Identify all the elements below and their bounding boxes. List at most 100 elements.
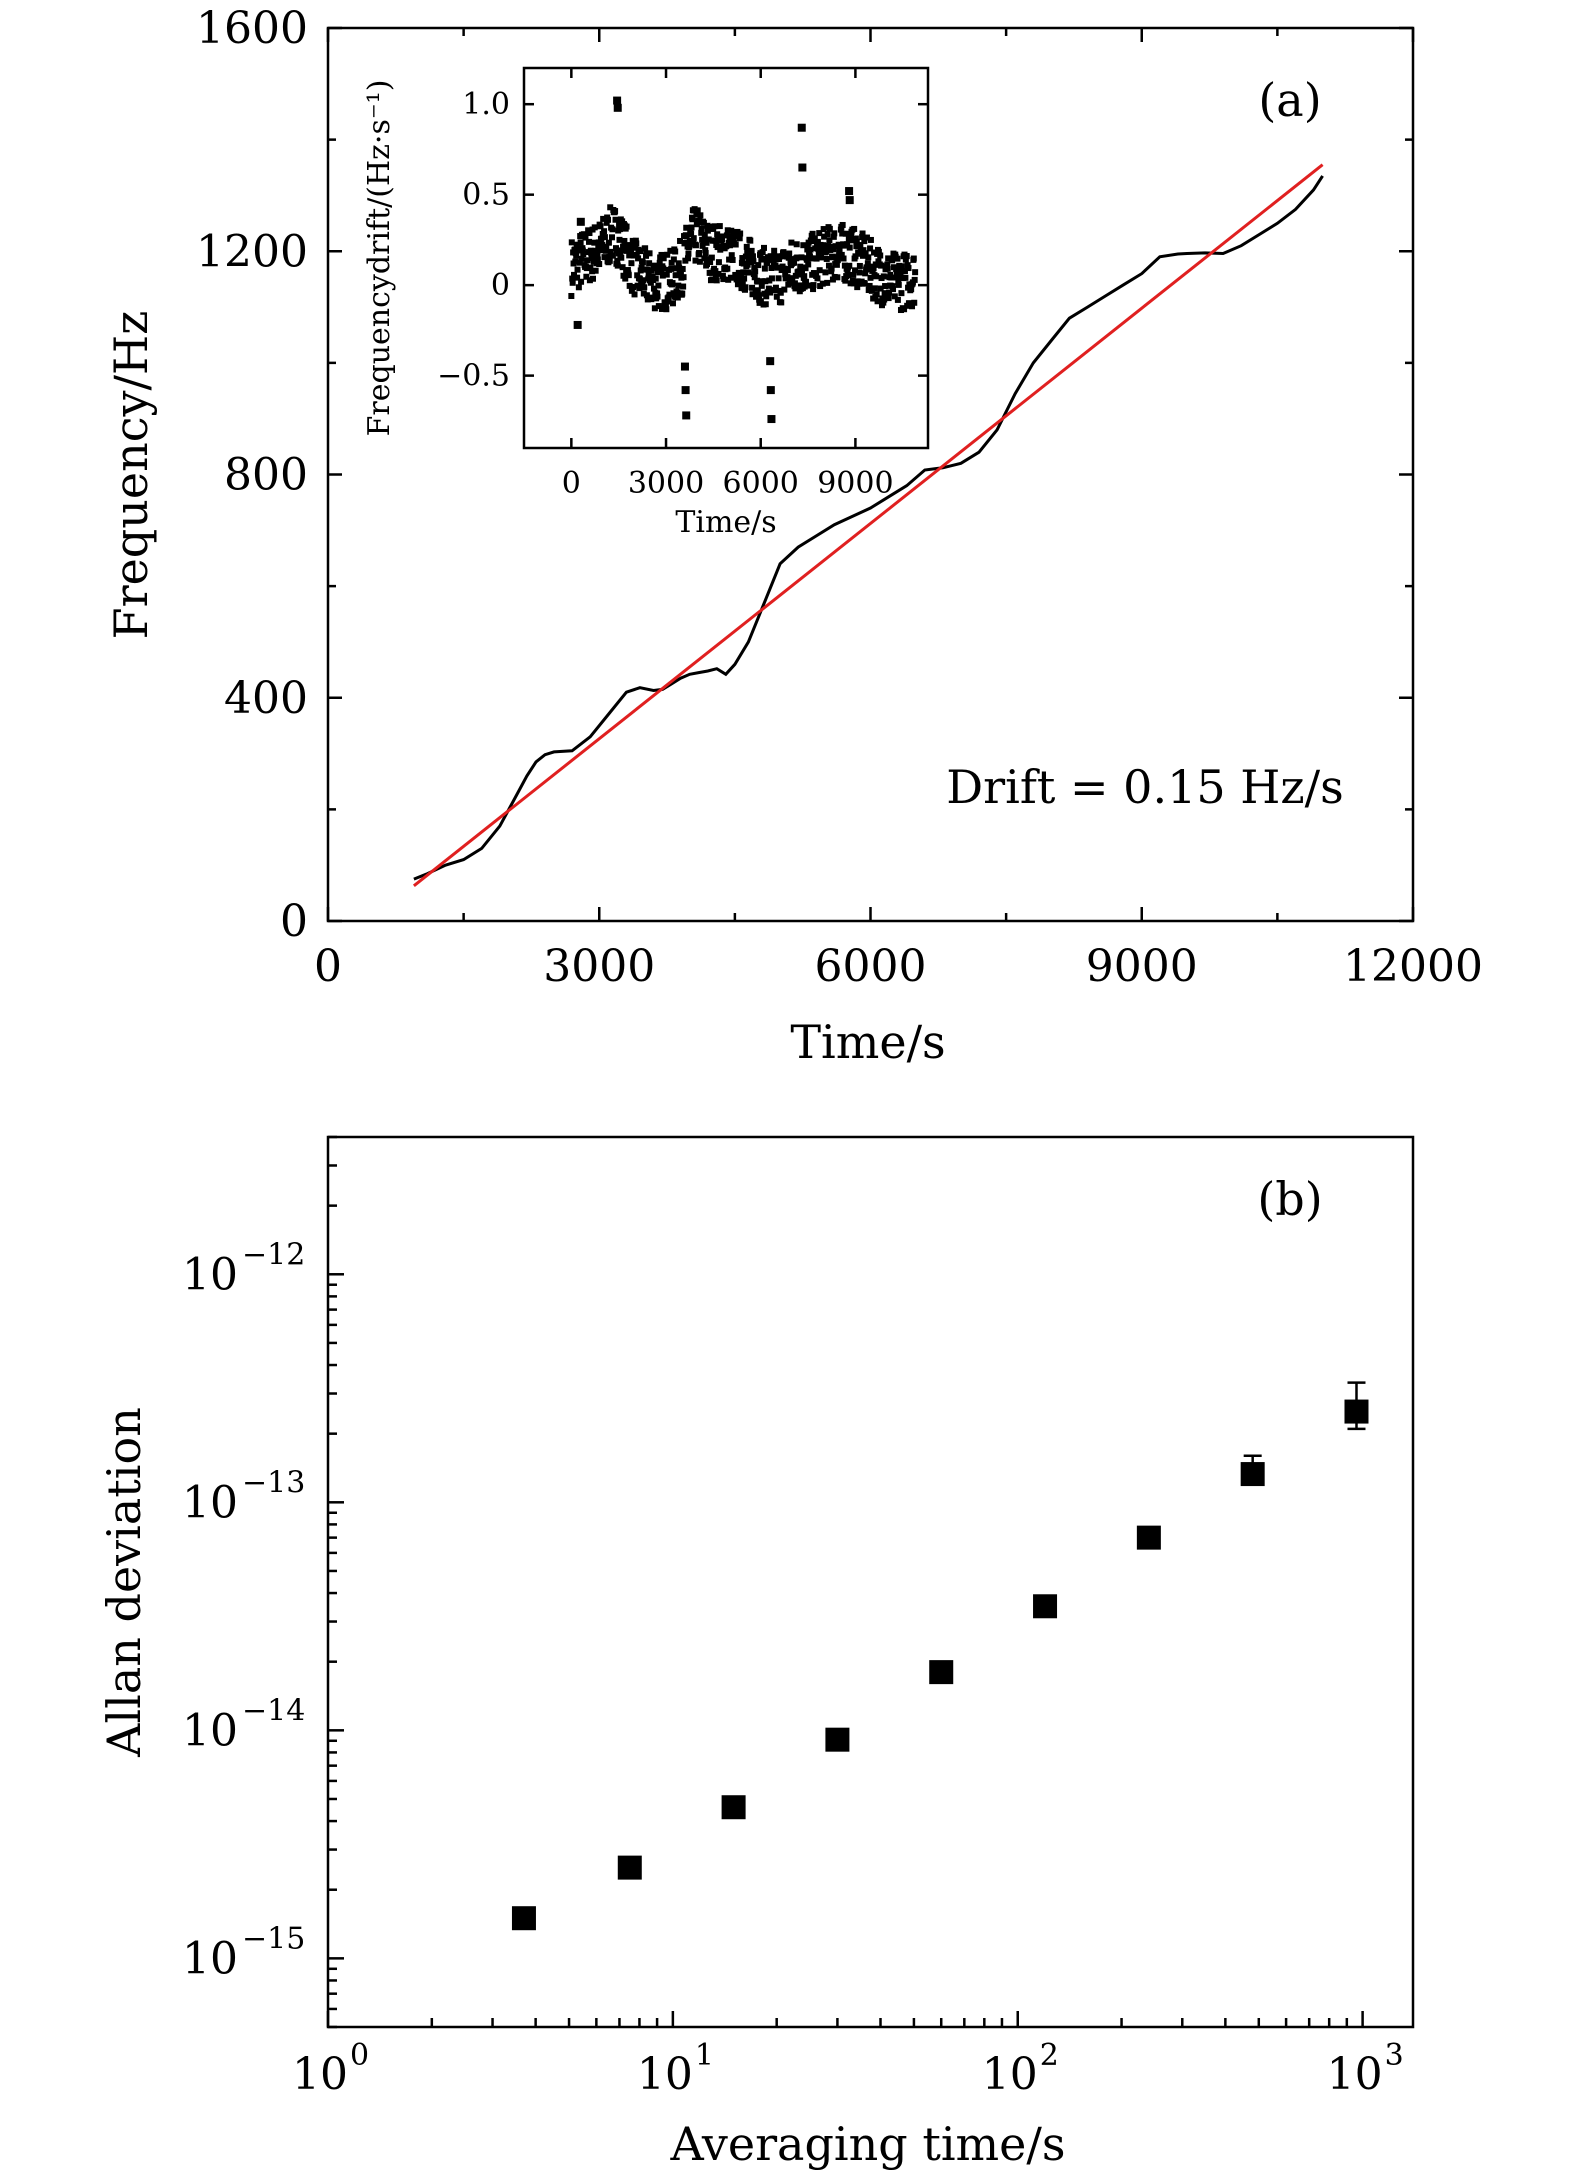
inset-point	[789, 275, 796, 282]
inset-point	[618, 254, 625, 261]
inset-point	[875, 248, 882, 255]
x-tick-label: 9000	[1086, 941, 1198, 992]
inset-point	[577, 239, 584, 246]
inset-point	[801, 283, 808, 290]
inset-point	[630, 284, 637, 291]
inset-point	[597, 223, 604, 230]
inset-point	[605, 239, 612, 246]
inset-point	[589, 275, 596, 282]
drift-annotation: Drift = 0.15 Hz/s	[946, 760, 1343, 814]
panel-b-points	[511, 1381, 1369, 1931]
inset-point	[824, 279, 831, 286]
inset-point	[629, 237, 636, 244]
inset-point	[737, 230, 744, 237]
inset-point	[898, 263, 905, 270]
y-tick-label: 400	[224, 673, 308, 724]
inset-point	[775, 275, 782, 282]
inset-point	[853, 238, 860, 245]
inset-point	[751, 264, 758, 271]
inset-point	[571, 246, 578, 253]
x-tick-label: 3000	[543, 941, 655, 992]
inset-point	[750, 258, 757, 265]
inset-point	[844, 241, 851, 248]
inset-point	[598, 235, 605, 242]
inset-point	[911, 299, 918, 306]
inset-point	[739, 279, 746, 286]
inset-point	[742, 284, 749, 291]
inset-point	[739, 255, 746, 262]
inset-point	[898, 290, 905, 297]
panel-b-tag: (b)	[1257, 1172, 1322, 1226]
inset-point	[587, 264, 594, 271]
inset-point	[668, 265, 675, 272]
inset-point	[754, 278, 761, 285]
inset-point	[591, 224, 598, 231]
inset-point	[846, 244, 853, 251]
inset-point	[568, 239, 575, 246]
inset-point	[885, 295, 892, 302]
inset-point	[649, 273, 656, 280]
inset-point	[597, 247, 604, 254]
inset-point	[674, 294, 681, 301]
inset-point	[748, 247, 755, 254]
data-point	[721, 1795, 746, 1820]
inset-point	[856, 269, 863, 276]
inset-point	[805, 261, 812, 268]
inset-point	[594, 251, 601, 258]
inset-ticks: 0 3000 6000 9000 −0.5 0 0.5 1.0	[437, 68, 928, 501]
inset-point	[697, 212, 704, 219]
inset-point	[719, 236, 726, 243]
inset-point	[621, 237, 628, 244]
inset-point	[614, 262, 621, 269]
inset-point	[703, 239, 710, 246]
inset-point	[743, 243, 750, 250]
inset-point	[654, 293, 661, 300]
panel-a: 0 3000 6000 9000 12000 0 400 800 1200 1600 (a) Dr…	[104, 3, 1483, 1069]
inset-point	[728, 252, 735, 259]
inset-point	[576, 247, 583, 254]
inset-point	[715, 270, 722, 277]
x-tick-label: 10	[982, 2049, 1038, 2100]
inset-point	[791, 280, 798, 287]
inset-point	[614, 257, 621, 264]
inset-point	[894, 269, 901, 276]
inset-point	[648, 296, 655, 303]
inset-point	[902, 274, 909, 281]
inset-point	[867, 245, 874, 252]
inset-point	[794, 254, 801, 261]
inset-point	[658, 251, 665, 258]
inset-point	[856, 262, 863, 269]
inset-point	[719, 272, 726, 279]
inset-point	[744, 261, 751, 268]
x-tick-exponent: 1	[695, 2038, 714, 2073]
inset-point	[823, 248, 830, 255]
inset-point	[908, 286, 915, 293]
inset-point	[755, 292, 762, 299]
inset-outlier-point	[682, 411, 691, 420]
inset-point	[890, 286, 897, 293]
inset-point	[754, 287, 761, 294]
inset-point	[607, 204, 614, 211]
inset-point	[648, 267, 655, 274]
inset-point	[749, 253, 756, 260]
inset-point	[850, 271, 857, 278]
inset-point	[802, 278, 809, 285]
inset-point	[607, 248, 614, 255]
inset-point	[861, 280, 868, 287]
inset-point	[677, 269, 684, 276]
inset-point	[759, 249, 766, 256]
inset-point	[865, 287, 872, 294]
inset-point	[662, 301, 669, 308]
inset-point	[712, 268, 719, 275]
inset-point	[592, 247, 599, 254]
inset-point	[880, 273, 887, 280]
inset-point	[848, 237, 855, 244]
inset-point	[829, 254, 836, 261]
inset-point	[573, 252, 580, 259]
inset-point	[624, 247, 631, 254]
inset-point	[618, 247, 625, 254]
inset-point	[836, 247, 843, 254]
inset-point	[830, 233, 837, 240]
inset-point	[863, 234, 870, 241]
